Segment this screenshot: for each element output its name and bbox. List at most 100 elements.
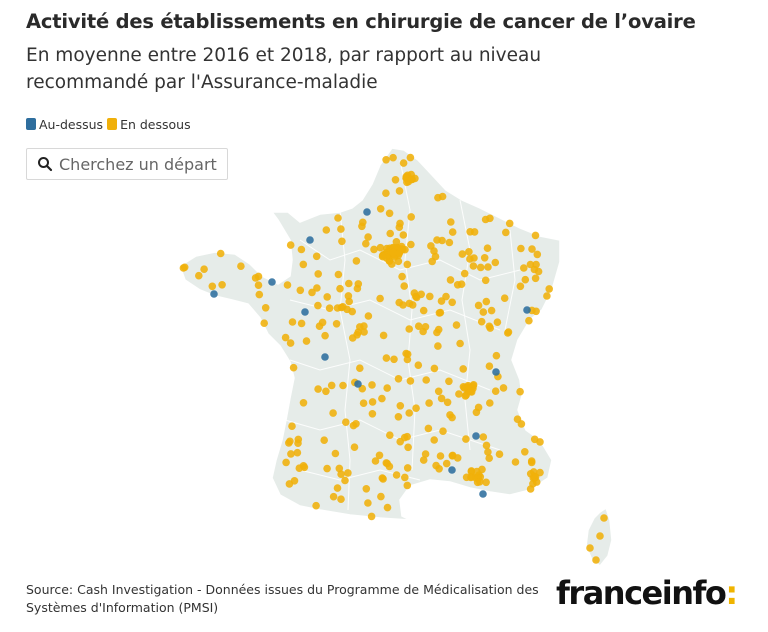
establishment-dot[interactable] bbox=[389, 248, 398, 257]
establishment-dot[interactable] bbox=[405, 325, 414, 333]
establishment-dot[interactable] bbox=[306, 236, 314, 244]
establishment-dot[interactable] bbox=[334, 214, 342, 222]
establishment-dot[interactable] bbox=[394, 257, 403, 266]
establishment-dot[interactable] bbox=[484, 263, 492, 271]
establishment-dot[interactable] bbox=[344, 292, 353, 300]
establishment-dot[interactable] bbox=[458, 250, 467, 258]
establishment-dot[interactable] bbox=[485, 362, 494, 371]
establishment-dot[interactable] bbox=[367, 512, 376, 521]
establishment-dot[interactable] bbox=[533, 250, 542, 259]
establishment-dot[interactable] bbox=[281, 333, 290, 342]
establishment-dot[interactable] bbox=[349, 421, 358, 430]
establishment-dot[interactable] bbox=[398, 245, 406, 253]
establishment-dot[interactable] bbox=[353, 331, 361, 339]
establishment-dot[interactable] bbox=[398, 272, 406, 281]
establishment-dot[interactable] bbox=[313, 284, 321, 292]
establishment-dot[interactable] bbox=[399, 231, 408, 239]
establishment-dot[interactable] bbox=[421, 323, 430, 331]
establishment-dot[interactable] bbox=[534, 267, 543, 276]
establishment-dot[interactable] bbox=[430, 364, 439, 373]
establishment-dot[interactable] bbox=[436, 452, 445, 460]
establishment-dot[interactable] bbox=[297, 319, 306, 328]
establishment-dot[interactable] bbox=[390, 355, 398, 364]
establishment-dot[interactable] bbox=[299, 399, 308, 407]
establishment-dot[interactable] bbox=[363, 208, 371, 216]
establishment-dot[interactable] bbox=[395, 187, 404, 195]
establishment-dot[interactable] bbox=[286, 339, 295, 347]
establishment-dot[interactable] bbox=[359, 399, 368, 408]
establishment-dot[interactable] bbox=[405, 409, 414, 417]
establishment-dot[interactable] bbox=[434, 193, 442, 202]
establishment-dot[interactable] bbox=[286, 437, 294, 446]
establishment-dot[interactable] bbox=[293, 448, 302, 457]
establishment-dot[interactable] bbox=[327, 381, 336, 390]
establishment-dot[interactable] bbox=[480, 253, 489, 262]
establishment-dot[interactable] bbox=[287, 450, 295, 458]
establishment-dot[interactable] bbox=[407, 175, 416, 184]
establishment-dot[interactable] bbox=[297, 245, 306, 254]
establishment-dot[interactable] bbox=[434, 387, 443, 396]
establishment-dot[interactable] bbox=[486, 214, 494, 223]
establishment-dot[interactable] bbox=[482, 441, 491, 450]
establishment-dot[interactable] bbox=[378, 394, 386, 403]
establishment-dot[interactable] bbox=[394, 413, 403, 421]
establishment-dot[interactable] bbox=[352, 257, 361, 265]
search-box[interactable] bbox=[26, 148, 228, 180]
establishment-dot[interactable] bbox=[433, 328, 441, 337]
establishment-dot[interactable] bbox=[419, 306, 428, 315]
establishment-dot[interactable] bbox=[210, 290, 218, 298]
establishment-dot[interactable] bbox=[261, 304, 270, 312]
establishment-dot[interactable] bbox=[383, 503, 392, 512]
establishment-dot[interactable] bbox=[371, 457, 380, 465]
establishment-dot[interactable] bbox=[320, 436, 329, 445]
establishment-dot[interactable] bbox=[379, 331, 388, 340]
establishment-dot[interactable] bbox=[392, 238, 401, 246]
establishment-dot[interactable] bbox=[396, 402, 405, 410]
establishment-dot[interactable] bbox=[385, 209, 394, 218]
establishment-dot[interactable] bbox=[520, 264, 528, 272]
establishment-dot[interactable] bbox=[379, 475, 387, 483]
establishment-dot[interactable] bbox=[364, 233, 372, 241]
establishment-dot[interactable] bbox=[527, 458, 536, 467]
establishment-dot[interactable] bbox=[403, 464, 412, 472]
establishment-dot[interactable] bbox=[448, 228, 457, 236]
establishment-dot[interactable] bbox=[337, 495, 345, 504]
establishment-dot[interactable] bbox=[422, 376, 431, 384]
establishment-dot[interactable] bbox=[426, 292, 434, 301]
establishment-dot[interactable] bbox=[382, 189, 390, 197]
establishment-dot[interactable] bbox=[345, 279, 353, 288]
establishment-dot[interactable] bbox=[478, 465, 486, 474]
establishment-dot[interactable] bbox=[335, 464, 344, 473]
establishment-dot[interactable] bbox=[523, 306, 531, 314]
establishment-dot[interactable] bbox=[216, 249, 225, 258]
establishment-dot[interactable] bbox=[345, 297, 354, 306]
establishment-dot[interactable] bbox=[321, 331, 329, 340]
establishment-dot[interactable] bbox=[403, 350, 412, 359]
establishment-dot[interactable] bbox=[482, 478, 490, 487]
establishment-dot[interactable] bbox=[339, 303, 347, 311]
establishment-dot[interactable] bbox=[180, 263, 189, 272]
establishment-dot[interactable] bbox=[445, 377, 453, 386]
establishment-dot[interactable] bbox=[388, 260, 396, 268]
establishment-dot[interactable] bbox=[485, 454, 494, 463]
search-input[interactable] bbox=[59, 154, 227, 174]
establishment-dot[interactable] bbox=[359, 218, 367, 227]
establishment-dot[interactable] bbox=[596, 532, 604, 540]
establishment-dot[interactable] bbox=[504, 329, 512, 337]
establishment-dot[interactable] bbox=[370, 245, 378, 254]
establishment-dot[interactable] bbox=[385, 462, 394, 471]
establishment-dot[interactable] bbox=[525, 316, 533, 325]
establishment-dot[interactable] bbox=[476, 263, 485, 272]
establishment-dot[interactable] bbox=[290, 477, 299, 485]
establishment-dot[interactable] bbox=[469, 262, 478, 270]
establishment-dot[interactable] bbox=[432, 461, 440, 470]
establishment-dot[interactable] bbox=[329, 409, 337, 417]
establishment-dot[interactable] bbox=[407, 240, 415, 249]
establishment-dot[interactable] bbox=[406, 153, 415, 162]
establishment-dot[interactable] bbox=[453, 454, 462, 462]
establishment-dot[interactable] bbox=[470, 228, 479, 236]
establishment-dot[interactable] bbox=[543, 292, 551, 300]
establishment-dot[interactable] bbox=[453, 281, 462, 289]
establishment-dot[interactable] bbox=[364, 312, 373, 320]
establishment-dot[interactable] bbox=[442, 459, 451, 468]
